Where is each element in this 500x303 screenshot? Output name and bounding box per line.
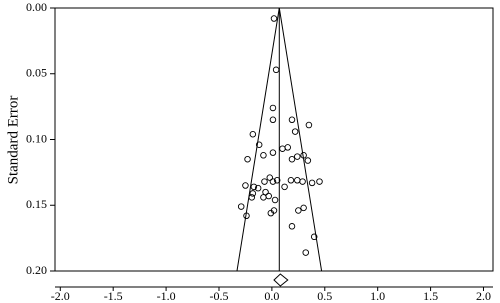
study-point bbox=[294, 177, 301, 184]
x-tick-label: -1.5 bbox=[104, 289, 123, 303]
study-point bbox=[269, 149, 277, 156]
x-tick-label: 2.0 bbox=[476, 289, 491, 303]
study-point bbox=[300, 204, 307, 212]
y-tick-label: 0.15 bbox=[26, 197, 47, 211]
study-point bbox=[294, 153, 301, 160]
x-tick-label: -0.5 bbox=[209, 289, 228, 303]
study-point bbox=[273, 177, 281, 184]
study-point bbox=[269, 116, 277, 124]
study-point bbox=[269, 104, 277, 112]
study-point bbox=[316, 178, 323, 185]
study-point bbox=[284, 144, 292, 151]
x-tick-label: 0.0 bbox=[264, 289, 279, 303]
study-point bbox=[260, 194, 267, 201]
study-point bbox=[291, 128, 299, 135]
study-point bbox=[262, 188, 269, 196]
study-point bbox=[270, 207, 278, 214]
x-tick-label: -1.0 bbox=[157, 289, 176, 303]
study-point bbox=[288, 116, 296, 124]
study-point bbox=[248, 194, 256, 201]
study-point bbox=[299, 178, 306, 185]
x-tick-label: 1.0 bbox=[370, 289, 385, 303]
study-point bbox=[300, 152, 307, 159]
study-point bbox=[295, 207, 302, 214]
study-point bbox=[237, 203, 245, 210]
x-tick-label: 0.5 bbox=[317, 289, 332, 303]
study-point bbox=[288, 155, 296, 163]
study-point bbox=[279, 145, 286, 152]
study-point bbox=[288, 223, 296, 230]
study-point bbox=[249, 130, 257, 138]
study-point bbox=[254, 184, 262, 192]
y-tick-label: 0.10 bbox=[26, 131, 47, 145]
study-point bbox=[271, 196, 279, 204]
y-tick-label: 0.00 bbox=[26, 0, 47, 14]
study-point bbox=[260, 152, 267, 159]
study-point bbox=[242, 182, 249, 189]
study-point bbox=[287, 177, 295, 184]
summary-diamond bbox=[273, 273, 289, 287]
study-point bbox=[266, 174, 274, 181]
study-point bbox=[272, 66, 280, 74]
study-point bbox=[310, 233, 318, 241]
study-point bbox=[249, 190, 257, 197]
study-point bbox=[308, 179, 316, 187]
y-tick-label: 0.20 bbox=[26, 263, 47, 277]
funnel-lower bbox=[236, 7, 280, 272]
x-tick-label: 1.5 bbox=[423, 289, 438, 303]
study-point bbox=[305, 121, 313, 129]
study-point bbox=[304, 157, 312, 164]
funnel-upper bbox=[278, 7, 323, 272]
study-point bbox=[270, 15, 278, 22]
study-point bbox=[243, 212, 250, 220]
x-tick-label: -2.0 bbox=[51, 289, 70, 303]
study-point bbox=[302, 249, 309, 256]
study-point bbox=[269, 178, 277, 185]
y-axis-title: Standard Error bbox=[5, 96, 21, 185]
study-point bbox=[255, 141, 263, 149]
study-point bbox=[265, 192, 272, 200]
study-point bbox=[281, 183, 288, 191]
study-point bbox=[261, 178, 268, 185]
study-point bbox=[244, 155, 251, 163]
study-point bbox=[250, 183, 258, 191]
plot-frame bbox=[54, 7, 494, 272]
y-tick-label: 0.05 bbox=[26, 66, 47, 80]
